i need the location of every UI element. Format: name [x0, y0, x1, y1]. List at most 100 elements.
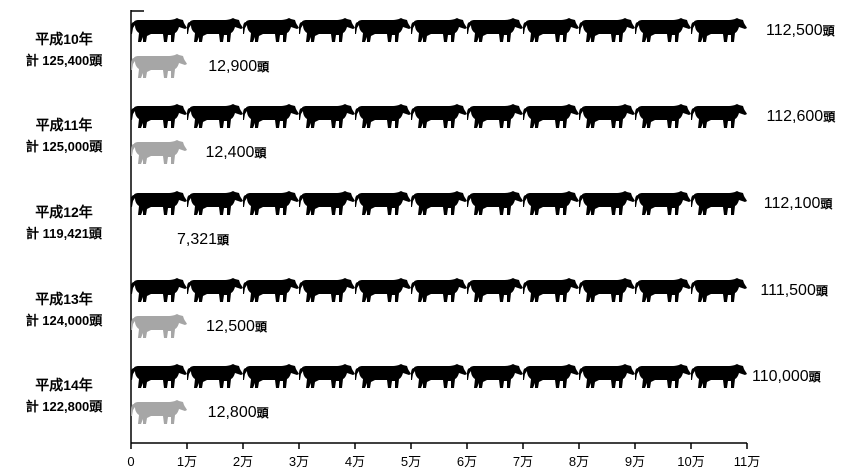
cow-icon	[691, 364, 747, 388]
cow-icon	[579, 18, 635, 42]
cow-icon	[523, 18, 579, 42]
cow-icon	[131, 18, 187, 42]
cow-icon	[411, 18, 467, 42]
cow-icon	[691, 18, 747, 42]
cow-icon	[355, 191, 411, 215]
pictograph-bars: 112,500頭 112,600頭 112,100頭 111,500頭 110,000頭…	[131, 18, 836, 424]
x-tick-label: 0	[127, 454, 134, 469]
cow-icon	[579, 364, 635, 388]
bar	[131, 104, 762, 128]
cow-icon	[355, 364, 411, 388]
category-total: 計 125,400頭	[26, 53, 104, 68]
cow-icon	[467, 191, 523, 215]
bar	[131, 278, 756, 302]
cow-icon	[355, 104, 411, 128]
x-tick-label: 3万	[289, 454, 309, 469]
cow-icon	[579, 104, 635, 128]
cow-icon	[299, 364, 355, 388]
x-tick-label: 8万	[569, 454, 589, 469]
cow-icon	[243, 364, 299, 388]
cow-icon	[355, 18, 411, 42]
cow-icon	[187, 104, 243, 128]
cow-icon	[635, 278, 691, 302]
x-tick-label: 10万	[677, 454, 704, 469]
cow-icon	[131, 191, 187, 215]
x-tick-label: 2万	[233, 454, 253, 469]
data-label: 112,100頭	[764, 195, 834, 212]
cow-icon	[131, 364, 187, 388]
cow-icon	[635, 364, 691, 388]
cow-icon	[299, 191, 355, 215]
cow-icon	[467, 278, 523, 302]
category-label: 平成11年	[36, 117, 93, 133]
bar	[131, 364, 747, 388]
data-label: 110,000頭	[752, 368, 822, 385]
cow-icon	[523, 191, 579, 215]
cow-icon	[691, 278, 747, 302]
cow-icon	[187, 278, 243, 302]
category-label: 平成12年	[35, 204, 93, 220]
cow-icon	[523, 364, 579, 388]
category-label: 平成14年	[35, 377, 93, 393]
x-tick-label: 4万	[345, 454, 365, 469]
cow-icon	[187, 364, 243, 388]
cow-icon	[579, 278, 635, 302]
cow-icon	[131, 104, 187, 128]
cow-icon	[467, 364, 523, 388]
category-total: 計 124,000頭	[26, 313, 104, 328]
category-total: 計 125,000頭	[26, 139, 104, 154]
cow-icon	[243, 278, 299, 302]
cow-icon	[243, 104, 299, 128]
cow-icon	[131, 278, 187, 302]
data-label: 12,900頭	[208, 58, 270, 75]
x-tick-label: 9万	[625, 454, 645, 469]
cow-icon	[467, 104, 523, 128]
cow-icon	[411, 191, 467, 215]
cow-icon	[635, 18, 691, 42]
cow-icon	[411, 104, 467, 128]
data-label: 112,600頭	[767, 108, 837, 125]
x-tick-label: 5万	[401, 454, 421, 469]
cow-icon	[411, 278, 467, 302]
bar	[131, 191, 759, 215]
x-ticks: 0 1万 2万 3万 4万 5万 6万 7万 8万 9万 10万 11万	[127, 443, 760, 469]
cow-icon	[635, 191, 691, 215]
cow-icon	[187, 18, 243, 42]
cow-icon	[579, 191, 635, 215]
cow-icon	[523, 104, 579, 128]
cow-icon	[691, 191, 747, 215]
cow-icon	[691, 104, 747, 128]
category-label: 平成10年	[35, 31, 93, 47]
cow-icon	[299, 278, 355, 302]
cow-icon	[411, 364, 467, 388]
cow-icon	[523, 278, 579, 302]
cow-icon	[131, 400, 187, 424]
cow-icon	[299, 104, 355, 128]
cow-icon	[635, 104, 691, 128]
x-tick-label: 11万	[734, 454, 761, 469]
cow-icon	[355, 278, 411, 302]
data-label: 12,500頭	[206, 318, 268, 335]
bar	[131, 18, 761, 42]
cow-icon	[243, 191, 299, 215]
data-label: 7,321頭	[177, 231, 230, 248]
cow-icon	[131, 54, 187, 78]
x-tick-label: 1万	[177, 454, 197, 469]
cow-icon	[299, 18, 355, 42]
data-label: 12,400頭	[205, 144, 267, 161]
x-tick-label: 6万	[457, 454, 477, 469]
cow-icon	[467, 18, 523, 42]
category-total: 計 122,800頭	[26, 399, 104, 414]
category-label: 平成13年	[35, 291, 93, 307]
category-total: 計 119,421頭	[26, 226, 103, 241]
cow-icon	[131, 314, 187, 338]
data-label: 112,500頭	[766, 22, 836, 39]
x-tick-label: 7万	[513, 454, 533, 469]
cow-icon	[187, 191, 243, 215]
data-label: 12,800頭	[208, 404, 270, 421]
cow-icon	[131, 140, 187, 164]
cow-icon	[243, 18, 299, 42]
